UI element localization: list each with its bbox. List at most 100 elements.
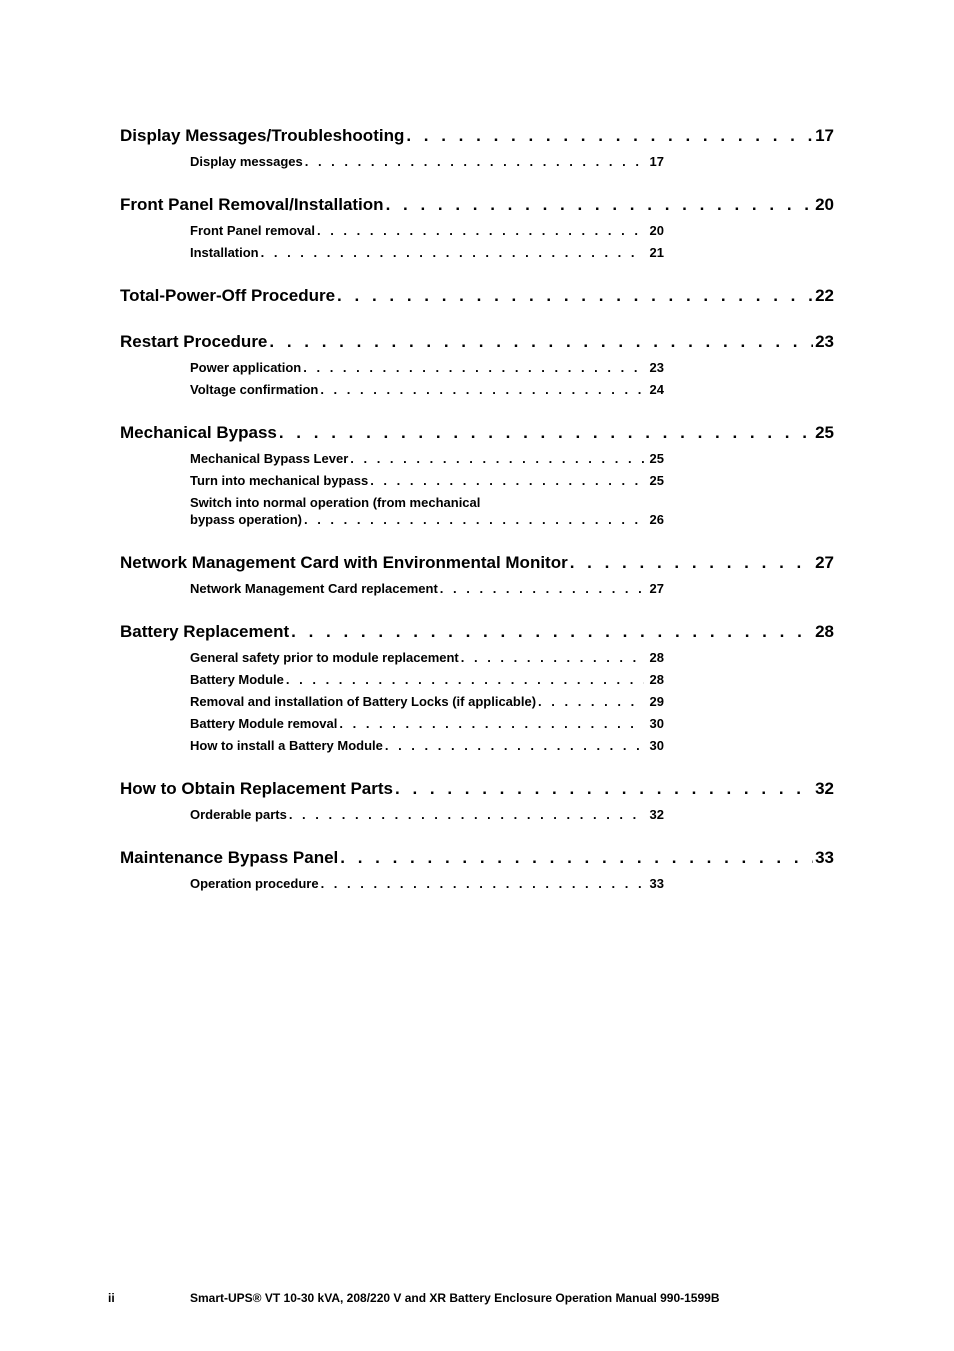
toc-leader-dots: . . . . . . . . . . . . . . . . . . . . … <box>279 423 813 443</box>
toc-leader-dots: . . . . . . . . . . . . . . . . . . . . … <box>291 622 813 642</box>
footer-page-number: ii <box>108 1291 115 1305</box>
toc-main-entry[interactable]: Mechanical Bypass. . . . . . . . . . . .… <box>120 423 834 443</box>
toc-section: Battery Replacement. . . . . . . . . . .… <box>120 622 834 753</box>
toc-main-entry[interactable]: Restart Procedure. . . . . . . . . . . .… <box>120 332 834 352</box>
toc-sub-entry[interactable]: Network Management Card replacement. . .… <box>190 581 664 596</box>
toc-leader-dots: . . . . . . . . . . . . . . . . . . . . … <box>305 154 644 169</box>
toc-leader-dots: . . . . . . . . . . . . . . . . . . . . … <box>339 716 643 731</box>
toc-sub-pagenum: 20 <box>646 223 664 238</box>
toc-sub-entry[interactable]: Orderable parts. . . . . . . . . . . . .… <box>190 807 664 822</box>
toc-sub-pagenum: 27 <box>646 581 664 596</box>
toc-leader-dots: . . . . . . . . . . . . . . . . . . . . … <box>350 451 643 466</box>
toc-leader-dots: . . . . . . . . . . . . . . . . . . . . … <box>538 694 644 709</box>
toc-sub-pagenum: 25 <box>646 451 664 466</box>
toc-leader-dots: . . . . . . . . . . . . . . . . . . . . … <box>570 553 813 573</box>
toc-leader-dots: . . . . . . . . . . . . . . . . . . . . … <box>289 807 644 822</box>
toc-main-entry[interactable]: Display Messages/Troubleshooting. . . . … <box>120 126 834 146</box>
toc-sub-entry-continued[interactable]: bypass operation). . . . . . . . . . . .… <box>190 512 664 527</box>
toc-main-pagenum: 23 <box>815 332 834 352</box>
toc-leader-dots: . . . . . . . . . . . . . . . . . . . . … <box>317 223 644 238</box>
toc-main-title: Display Messages/Troubleshooting <box>120 126 404 146</box>
toc-main-title: Restart Procedure <box>120 332 267 352</box>
toc-section: Network Management Card with Environment… <box>120 553 834 596</box>
toc-sub-entry[interactable]: Power application. . . . . . . . . . . .… <box>190 360 664 375</box>
toc-leader-dots: . . . . . . . . . . . . . . . . . . . . … <box>304 512 644 527</box>
toc-sub-entry[interactable]: Battery Module removal. . . . . . . . . … <box>190 716 664 731</box>
toc-main-entry[interactable]: Battery Replacement. . . . . . . . . . .… <box>120 622 834 642</box>
toc-main-title: Total-Power-Off Procedure <box>120 286 335 306</box>
toc-sub-pagenum: 29 <box>646 694 664 709</box>
toc-leader-dots: . . . . . . . . . . . . . . . . . . . . … <box>286 672 644 687</box>
toc-sub-entry[interactable]: General safety prior to module replaceme… <box>190 650 664 665</box>
footer-manual-title: Smart-UPS® VT 10-30 kVA, 208/220 V and X… <box>190 1291 720 1305</box>
toc-main-pagenum: 20 <box>815 195 834 215</box>
toc-sub-title: Display messages <box>190 154 303 169</box>
toc-main-entry[interactable]: Total-Power-Off Procedure. . . . . . . .… <box>120 286 834 306</box>
toc-section: Maintenance Bypass Panel . . . . . . . . … <box>120 848 834 891</box>
toc-sub-entry[interactable]: How to install a Battery Module. . . . .… <box>190 738 664 753</box>
toc-sub-entry[interactable]: Removal and installation of Battery Lock… <box>190 694 664 709</box>
toc-leader-dots: . . . . . . . . . . . . . . . . . . . . … <box>303 360 643 375</box>
toc-sub-entry[interactable]: Battery Module. . . . . . . . . . . . . … <box>190 672 664 687</box>
toc-sub-entry[interactable]: Mechanical Bypass Lever. . . . . . . . .… <box>190 451 664 466</box>
toc-sub-entry[interactable]: Installation. . . . . . . . . . . . . . … <box>190 245 664 260</box>
toc-sub-entry[interactable]: Switch into normal operation (from mecha… <box>190 495 664 510</box>
toc-sub-pagenum: 30 <box>646 716 664 731</box>
toc-sub-title: Removal and installation of Battery Lock… <box>190 694 536 709</box>
toc-sub-pagenum: 17 <box>646 154 664 169</box>
toc-sub-entry[interactable]: Operation procedure. . . . . . . . . . .… <box>190 876 664 891</box>
toc-sub-entry[interactable]: Voltage confirmation. . . . . . . . . . … <box>190 382 664 397</box>
toc-main-pagenum: 27 <box>815 553 834 573</box>
toc-section: How to Obtain Replacement Parts . . . . .… <box>120 779 834 822</box>
toc-main-title: Maintenance Bypass Panel <box>120 848 338 868</box>
toc-sub-entry[interactable]: Display messages. . . . . . . . . . . . … <box>190 154 664 169</box>
toc-sub-entry[interactable]: Front Panel removal. . . . . . . . . . .… <box>190 223 664 238</box>
toc-sub-title: Network Management Card replacement <box>190 581 438 596</box>
toc-sub-pagenum: 28 <box>646 650 664 665</box>
toc-sub-title: bypass operation) <box>190 512 302 527</box>
toc-leader-dots: . . . . . . . . . . . . . . . . . . . . … <box>269 332 813 352</box>
toc-section: Front Panel Removal/Installation. . . . … <box>120 195 834 260</box>
toc-sub-title: Front Panel removal <box>190 223 315 238</box>
table-of-contents: Display Messages/Troubleshooting . . . . … <box>120 126 834 891</box>
toc-leader-dots: . . . . . . . . . . . . . . . . . . . . … <box>261 245 644 260</box>
toc-main-entry[interactable]: Front Panel Removal/Installation. . . . … <box>120 195 834 215</box>
toc-section: Total-Power-Off Procedure. . . . . . . .… <box>120 286 834 306</box>
toc-main-entry[interactable]: Maintenance Bypass Panel. . . . . . . . … <box>120 848 834 868</box>
toc-sub-title: Power application <box>190 360 301 375</box>
toc-sub-title: Turn into mechanical bypass <box>190 473 368 488</box>
toc-leader-dots: . . . . . . . . . . . . . . . . . . . . … <box>320 382 643 397</box>
toc-leader-dots: . . . . . . . . . . . . . . . . . . . . … <box>440 581 644 596</box>
toc-section: Restart Procedure. . . . . . . . . . . .… <box>120 332 834 397</box>
toc-sub-pagenum: 32 <box>646 807 664 822</box>
toc-leader-dots: . . . . . . . . . . . . . . . . . . . . … <box>370 473 643 488</box>
toc-leader-dots: . . . . . . . . . . . . . . . . . . . . … <box>461 650 644 665</box>
toc-sub-title: Battery Module removal <box>190 716 337 731</box>
toc-leader-dots: . . . . . . . . . . . . . . . . . . . . … <box>321 876 644 891</box>
toc-main-title: How to Obtain Replacement Parts <box>120 779 393 799</box>
toc-leader-dots: . . . . . . . . . . . . . . . . . . . . … <box>386 195 814 215</box>
toc-sub-title: General safety prior to module replaceme… <box>190 650 459 665</box>
toc-sub-title: Installation <box>190 245 259 260</box>
toc-page: Display Messages/Troubleshooting . . . . … <box>0 0 954 891</box>
toc-main-pagenum: 25 <box>815 423 834 443</box>
toc-main-entry[interactable]: Network Management Card with Environment… <box>120 553 834 573</box>
toc-sub-title: How to install a Battery Module <box>190 738 383 753</box>
toc-main-pagenum: 22 <box>815 286 834 306</box>
toc-main-pagenum: 28 <box>815 622 834 642</box>
toc-sub-pagenum: 26 <box>646 512 664 527</box>
toc-sub-pagenum: 23 <box>646 360 664 375</box>
toc-sub-pagenum: 28 <box>646 672 664 687</box>
toc-main-title: Battery Replacement <box>120 622 289 642</box>
toc-main-entry[interactable]: How to Obtain Replacement Parts. . . . .… <box>120 779 834 799</box>
toc-leader-dots: . . . . . . . . . . . . . . . . . . . . … <box>385 738 644 753</box>
toc-main-title: Network Management Card with Environment… <box>120 553 568 573</box>
toc-main-title: Mechanical Bypass <box>120 423 277 443</box>
toc-main-pagenum: 33 <box>815 848 834 868</box>
toc-leader-dots: . . . . . . . . . . . . . . . . . . . . … <box>406 126 813 146</box>
toc-sub-pagenum: 33 <box>646 876 664 891</box>
toc-sub-pagenum: 24 <box>646 382 664 397</box>
toc-sub-entry[interactable]: Turn into mechanical bypass. . . . . . .… <box>190 473 664 488</box>
toc-sub-title: Operation procedure <box>190 876 319 891</box>
toc-sub-title: Mechanical Bypass Lever <box>190 451 348 466</box>
